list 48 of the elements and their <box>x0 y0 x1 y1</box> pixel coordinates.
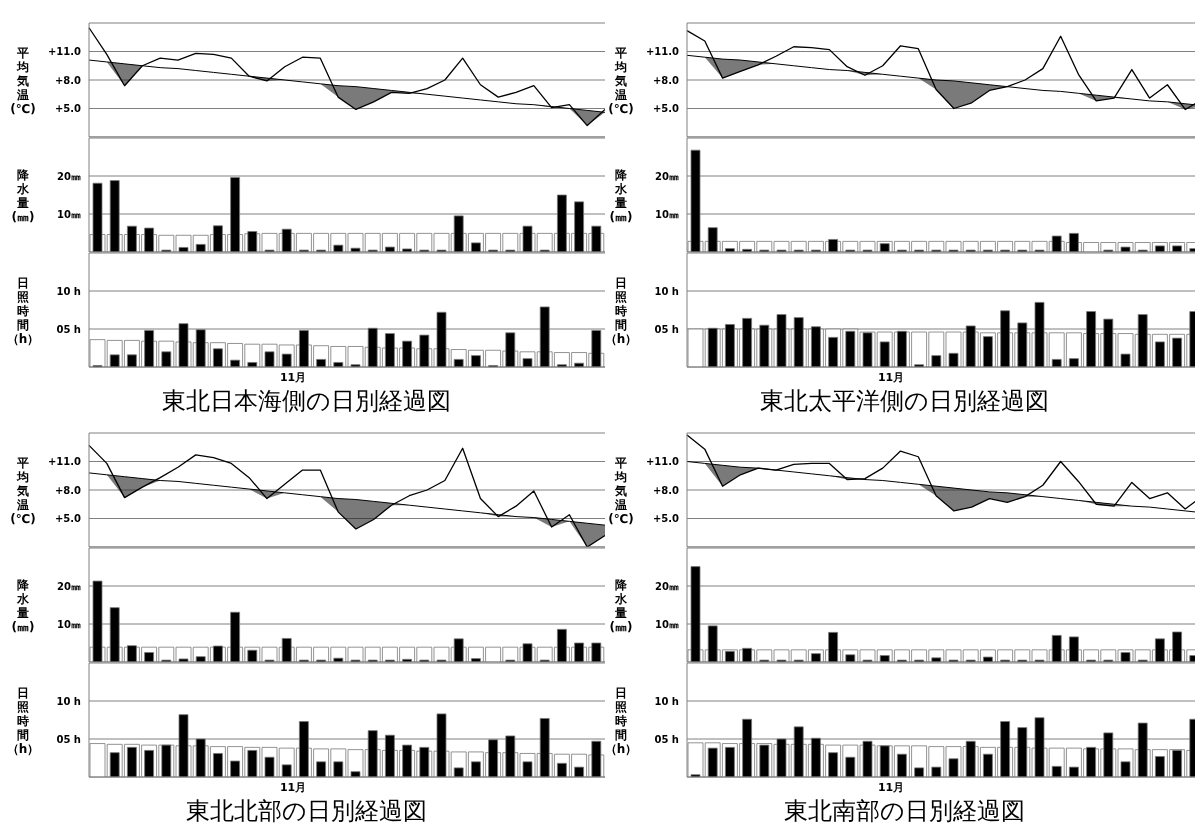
y-tick-label: 05 h <box>654 733 679 745</box>
y-tick-label: 20㎜ <box>57 580 81 592</box>
text: 東北南部の日別経過図 <box>783 796 1026 825</box>
y-axis-title: 降水量(㎜) <box>11 577 35 634</box>
y-tick-label: +8.0 <box>652 484 680 496</box>
text: 東北太平洋側の日別経過図 <box>759 386 1050 416</box>
y-tick-label: +11.0 <box>645 456 680 468</box>
y-tick-label: 10 h <box>654 285 679 297</box>
y-tick-label: 05 h <box>56 733 81 745</box>
y-tick-label: +5.0 <box>652 513 680 525</box>
y-axis-title: 日照時間（h） <box>604 685 638 756</box>
y-tick-label: +5.0 <box>54 513 82 525</box>
y-tick-label: 05 h <box>56 323 81 335</box>
y-axis-title: 日照時間（h） <box>6 275 40 346</box>
y-axis-title: 日照時間（h） <box>604 275 638 346</box>
y-tick-label: 10 h <box>56 285 81 297</box>
y-tick-label: 10㎜ <box>57 208 81 220</box>
x-axis-title: 11月 <box>279 371 307 384</box>
y-tick-label: +8.0 <box>54 74 82 86</box>
y-tick-label: 10 h <box>56 695 81 707</box>
y-axis-title: 降水量(㎜) <box>609 167 633 224</box>
y-axis-title: 日照時間（h） <box>6 685 40 756</box>
y-tick-label: 20㎜ <box>57 170 81 182</box>
x-axis-title: 11月 <box>279 781 307 794</box>
y-tick-label: 20㎜ <box>655 580 679 592</box>
text: 東北北部の日別経過図 <box>185 796 428 825</box>
y-tick-label: 05 h <box>654 323 679 335</box>
y-tick-label: +11.0 <box>47 456 82 468</box>
x-axis-title: 11月 <box>877 781 905 794</box>
y-tick-label: +8.0 <box>652 74 680 86</box>
y-tick-label: +5.0 <box>54 103 82 115</box>
y-axis-title: 平均気温(℃) <box>608 45 634 116</box>
x-axis-title: 11月 <box>877 371 905 384</box>
y-axis-title: 降水量(㎜) <box>609 577 633 634</box>
y-tick-label: 10㎜ <box>57 618 81 630</box>
y-tick-label: 10 h <box>654 695 679 707</box>
y-axis-title: 平均気温(℃) <box>10 455 36 526</box>
y-axis-title: 平均気温(℃) <box>10 45 36 116</box>
y-tick-label: 10㎜ <box>655 618 679 630</box>
y-tick-label: +11.0 <box>47 46 82 58</box>
y-tick-label: +11.0 <box>645 46 680 58</box>
y-tick-label: +5.0 <box>652 103 680 115</box>
y-tick-label: 10㎜ <box>655 208 679 220</box>
text: 東北日本海側の日別経過図 <box>161 386 452 416</box>
y-axis-title: 平均気温(℃) <box>608 455 634 526</box>
y-tick-label: +8.0 <box>54 484 82 496</box>
y-axis-title: 降水量(㎜) <box>11 167 35 224</box>
y-tick-label: 20㎜ <box>655 170 679 182</box>
